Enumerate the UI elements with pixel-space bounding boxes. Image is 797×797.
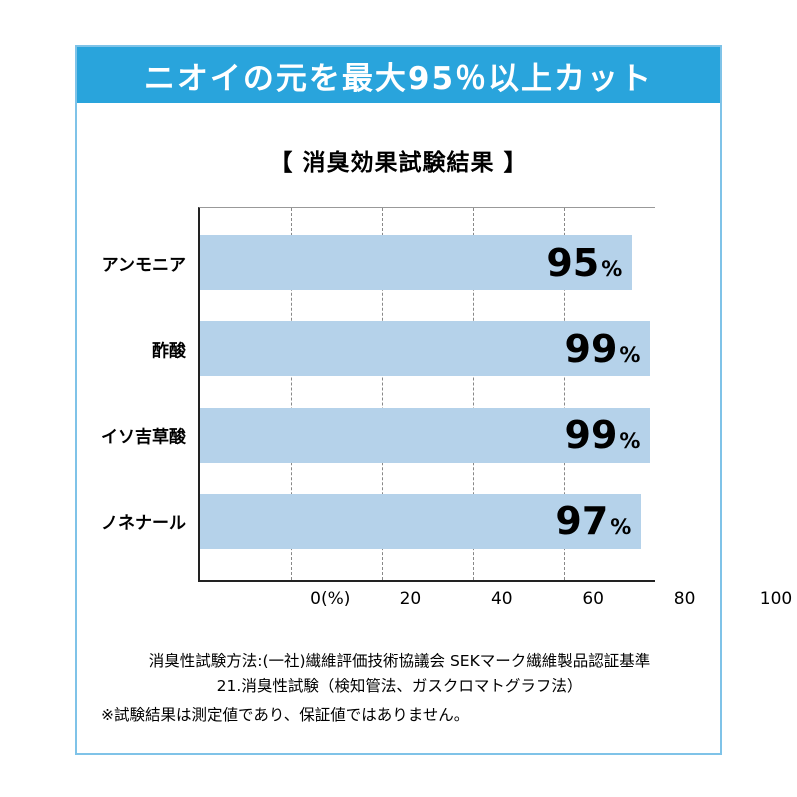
x-tick-label: 60 [582, 589, 605, 609]
x-axis: 0(%) 20 40 60 80 100 [310, 589, 792, 615]
category-label: イソ吉草酸 [101, 427, 186, 448]
footer: 消臭性試験方法:(一社)繊維評価技術協議会 SEKマーク繊維製品認証基準 21.… [101, 649, 698, 727]
gridline [291, 208, 292, 580]
bar-row-isovaleric-acid: イソ吉草酸 99 % [101, 407, 655, 463]
disclaimer-note: ※試験結果は測定値であり、保証値ではありません。 [101, 705, 470, 724]
value-number: 97 [555, 499, 609, 544]
bar-row-ammonia: アンモニア 95 % [102, 235, 655, 290]
category-label: アンモニア [101, 255, 186, 275]
category-label: ノネナール [101, 513, 186, 534]
value-label: 95 % [546, 244, 622, 282]
gridline [473, 208, 474, 580]
test-method-line2: 21.消臭性試験（検知管法、ガスクロマトグラフ法） [216, 676, 583, 695]
value-unit: % [610, 515, 632, 540]
value-label: 99 % [565, 330, 641, 368]
header-banner: ニオイの元を最大95％以上カット [77, 47, 720, 103]
x-tick-label: 20 [399, 589, 422, 609]
value-unit: % [601, 256, 623, 281]
banner-title: ニオイの元を最大95％以上カット [143, 60, 654, 97]
x-tick-label: 40 [490, 589, 513, 609]
bar: 99 % [200, 407, 651, 463]
result-card: ニオイの元を最大95％以上カット 【 消臭効果試験結果 】 アンモニア 95 % [75, 45, 792, 755]
value-number: 99 [564, 326, 618, 371]
x-tick-label: 80 [673, 589, 696, 609]
chart-title: 【 消臭効果試験結果 】 [269, 150, 528, 176]
category-label: 酢酸 [152, 341, 186, 362]
test-method-line1: 消臭性試験方法:(一社)繊維評価技術協議会 SEKマーク繊維製品認証基準 [148, 652, 651, 670]
gridline [382, 208, 383, 580]
value-number: 99 [564, 413, 618, 458]
value-unit: % [619, 342, 641, 367]
x-tick-label: 0(%) [310, 589, 351, 609]
bar: 99 % [200, 321, 651, 377]
value-label: 97 % [555, 502, 631, 540]
x-tick-label: 100 [759, 589, 793, 609]
value-unit: % [619, 429, 641, 454]
bar: 95 % [200, 235, 633, 290]
chart: アンモニア 95 % 酢酸 99 [101, 207, 792, 615]
bar-rows: アンモニア 95 % 酢酸 99 [101, 208, 655, 580]
bar: 97 % [200, 493, 642, 549]
bar-row-nonenal: ノネナール 97 % [101, 493, 655, 549]
value-number: 95 [546, 240, 600, 285]
bar-row-acetic-acid: 酢酸 99 % [152, 321, 655, 377]
value-label: 99 % [565, 416, 641, 454]
gridline [564, 208, 565, 580]
plot-area: アンモニア 95 % 酢酸 99 [101, 207, 655, 582]
